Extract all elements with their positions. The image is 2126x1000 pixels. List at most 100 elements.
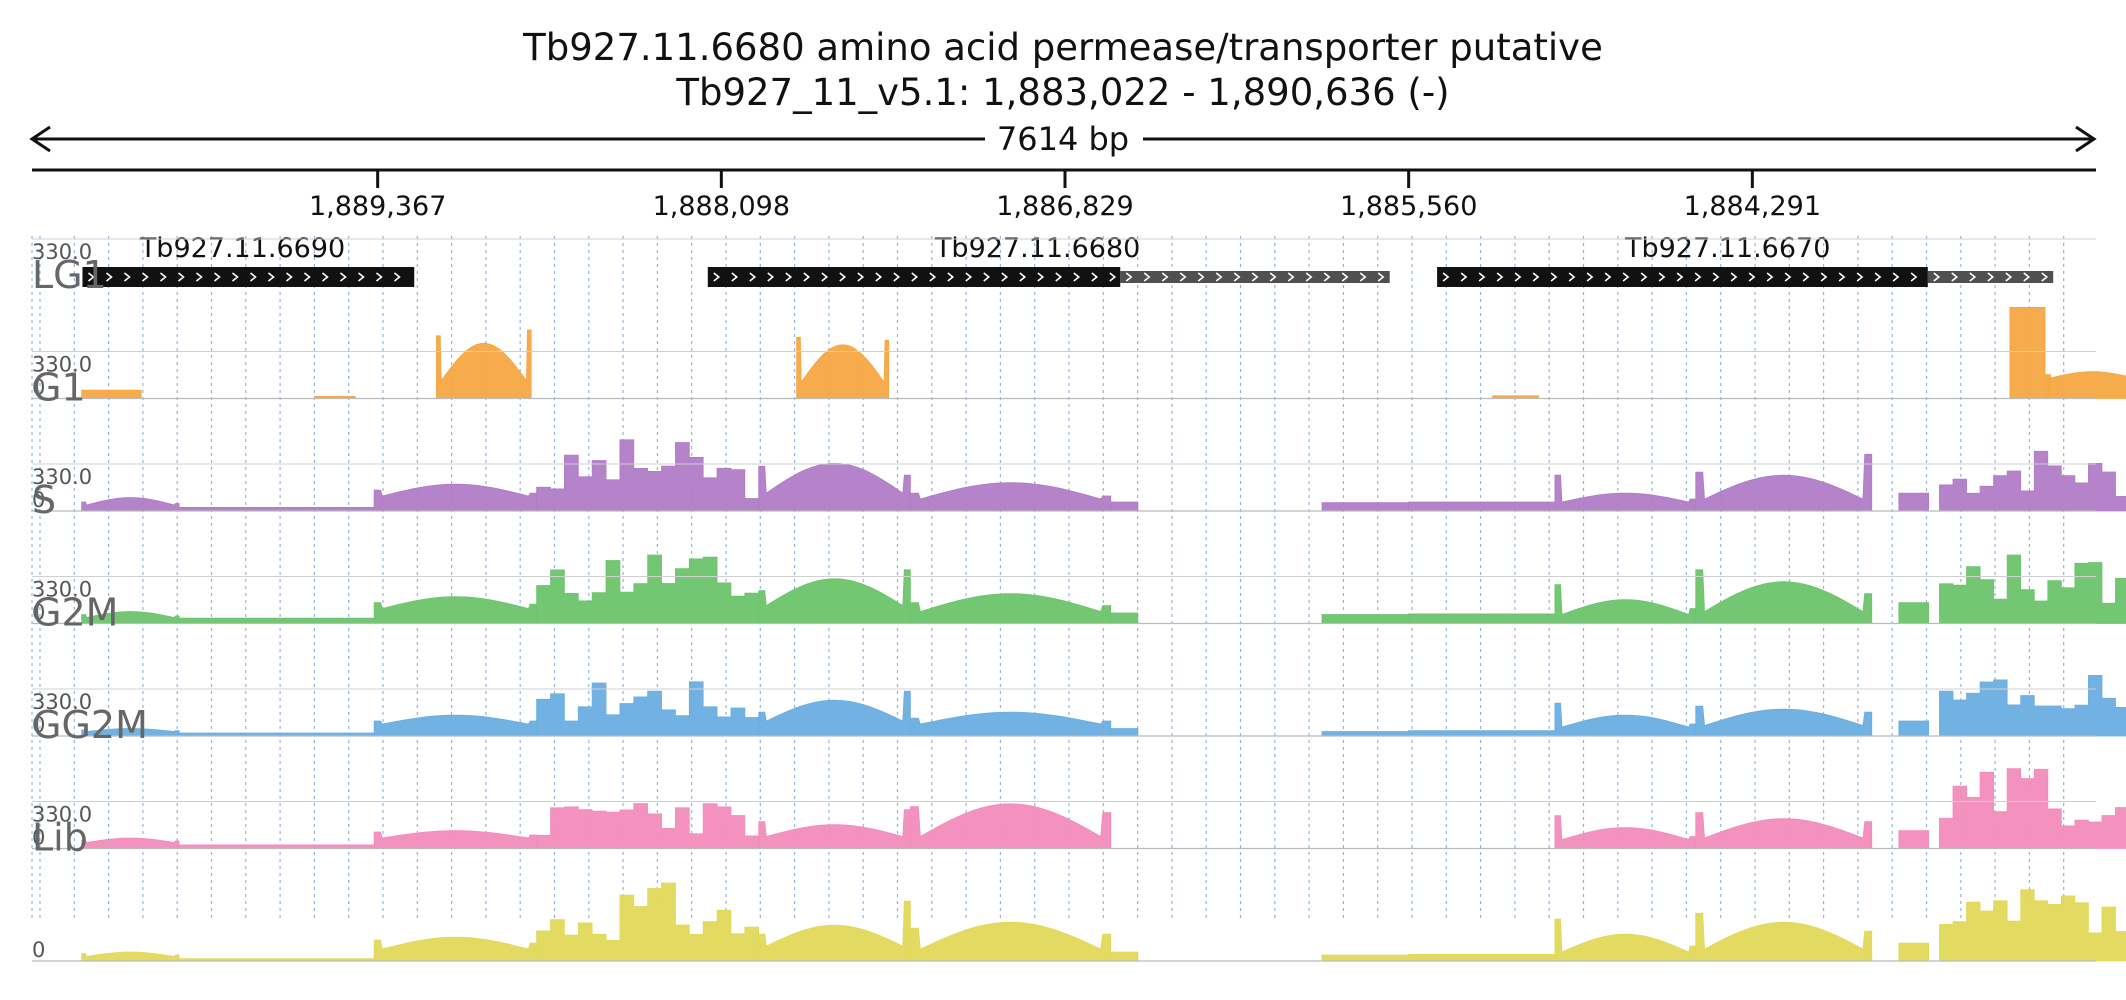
utr-strand-arrows-icon <box>1125 272 1385 282</box>
coverage-segment <box>1695 705 1873 737</box>
coverage-segment <box>1554 584 1697 624</box>
axis-tick-label: 1,886,829 <box>996 191 1133 222</box>
gene-annotation-track: Tb927.11.6690 Tb927.11.6680 Tb927.11.6670 <box>82 233 2054 287</box>
coverage-segment <box>1939 450 2126 512</box>
coverage-segment <box>1695 912 1873 962</box>
span-arrow-left-icon <box>29 125 51 153</box>
track-ymin-label: 0 <box>32 938 45 962</box>
coverage-segment <box>758 809 911 849</box>
coverage-segment <box>1939 554 2126 624</box>
coverage-segment <box>1898 942 1930 962</box>
cds-strand-arrows-icon <box>87 272 401 282</box>
chart-title: Tb927.11.6680 amino acid permease/transp… <box>522 26 1603 69</box>
coverage-segment <box>758 569 911 624</box>
track-ymin-label: 0 <box>32 376 45 400</box>
coordinate-axis: 1,889,367 1,888,098 1,886,829 1,885,560 1,88… <box>32 168 2096 222</box>
coverage-segment <box>909 593 1112 624</box>
coverage-segment <box>1408 613 1556 624</box>
vertical-gridlines <box>31 236 2065 919</box>
coverage-segment <box>373 936 538 962</box>
span-length-label: 7614 bp <box>997 120 1129 158</box>
coverage-segment <box>1554 815 1697 849</box>
track-ymax-label: 330.0 <box>32 240 92 264</box>
track-ymax-label: 330.0 <box>32 465 92 489</box>
coverage-segment <box>1321 502 1410 512</box>
coverage-segment <box>1554 702 1697 737</box>
track-ymin-label: 0 <box>32 713 45 737</box>
axis-tick-label: 1,884,291 <box>1684 191 1821 222</box>
track-name-label: GG2M <box>32 703 148 747</box>
coverage-segment <box>81 497 180 512</box>
coverage-segment <box>1898 720 1930 737</box>
coverage-segment <box>81 389 142 399</box>
track-ymax-label: 330.0 <box>32 353 92 377</box>
track-ymax-label: 330.0 <box>32 690 92 714</box>
coverage-segment <box>536 681 760 737</box>
track-ymax-label: 330.0 <box>32 803 92 827</box>
coverage-segment <box>536 803 760 849</box>
coverage-segment <box>1898 602 1930 624</box>
coverage-segment <box>758 462 911 512</box>
span-indicator: 7614 bp <box>29 120 2097 158</box>
coverage-segment <box>909 711 1112 737</box>
coverage-segment <box>1898 492 1930 512</box>
track-name-label: G1 <box>32 366 86 410</box>
coverage-segment <box>909 921 1112 962</box>
coverage-segment <box>1110 728 1139 737</box>
gene-label: Tb927.11.6680 <box>934 233 1140 264</box>
coverage-segment <box>909 482 1112 512</box>
coverage-segment <box>81 611 180 624</box>
coverage-segment <box>1695 453 1873 512</box>
coverage-segment <box>1408 730 1556 737</box>
coverage-segment <box>81 728 180 737</box>
coverage-segment <box>81 837 180 849</box>
coverage-segment <box>373 596 538 624</box>
track-ymax-label: 330.0 <box>32 578 92 602</box>
coverage-segment <box>178 617 375 624</box>
coverage-segment <box>796 336 890 399</box>
coverage-segment <box>2009 307 2046 399</box>
coverage-segment <box>1408 954 1556 962</box>
gene-label: Tb927.11.6670 <box>1624 233 1830 264</box>
coverage-segment <box>1321 954 1410 962</box>
coverage-tracks: LG1330.00G1330.00S330.00G2M330.00GG2M330… <box>32 238 2126 962</box>
coverage-segment <box>1554 474 1697 512</box>
utr-strand-arrows-icon <box>1933 272 2049 282</box>
track-name-label: Lib <box>32 816 88 860</box>
span-arrow-right-icon <box>2075 125 2097 153</box>
region-label: Tb927_11_v5.1: 1,883,022 - 1,890,636 (-) <box>675 71 1449 114</box>
axis-ticks: 1,889,367 1,888,098 1,886,829 1,885,560 1,88… <box>309 170 1821 222</box>
gene-utr-block <box>1120 271 1390 283</box>
coverage-segment <box>1110 501 1139 512</box>
coverage-segment <box>758 900 911 962</box>
track-name-label: G2M <box>32 591 118 635</box>
coverage-segment <box>1695 812 1873 849</box>
axis-tick-label: 1,885,560 <box>1340 191 1477 222</box>
track-name-label: S <box>32 478 56 522</box>
track-ymin-label: 0 <box>32 601 45 625</box>
coverage-segment <box>373 483 538 512</box>
cds-strand-arrows-icon <box>1442 272 1918 282</box>
coverage-segment <box>81 951 180 962</box>
coverage-segment <box>536 439 760 512</box>
coverage-segment <box>536 882 760 962</box>
coverage-segment <box>2047 371 2126 399</box>
coverage-segment <box>1110 951 1139 962</box>
coverage-segment <box>1321 614 1410 624</box>
coverage-segment <box>1695 569 1873 624</box>
coverage-segment <box>1939 675 2126 737</box>
coverage-segment <box>1939 889 2126 962</box>
coverage-segment <box>758 690 911 737</box>
track-ymin-label: 0 <box>32 488 45 512</box>
coverage-segment <box>436 329 532 399</box>
gene-Tb927.11.6690: Tb927.11.6690 <box>82 233 415 287</box>
gene-Tb927.11.6680: Tb927.11.6680 <box>707 233 1390 287</box>
coverage-segment <box>1554 918 1697 962</box>
coverage-segment <box>1408 501 1556 512</box>
